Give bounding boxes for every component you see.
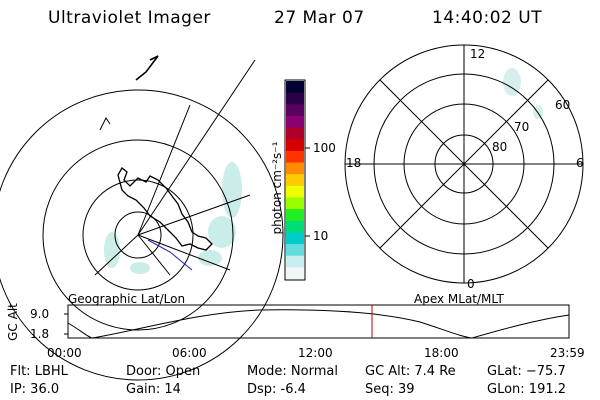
colorbar-band [286, 244, 304, 257]
status-gc-alt: GC Alt: 7.4 Re [365, 364, 456, 379]
x-tick-0600: 06:00 [172, 346, 207, 360]
lat-label-70: 70 [514, 120, 530, 134]
mlt-label-0: 0 [467, 277, 475, 291]
colorbar-band [286, 220, 304, 233]
x-tick-1200: 12:00 [298, 346, 333, 360]
mlt-label-6: 6 [576, 156, 584, 170]
colorbar-band [286, 174, 304, 187]
colorbar-band [286, 232, 304, 245]
status-dsp: Dsp: -6.4 [247, 382, 306, 397]
x-tick-2359: 23:59 [550, 346, 585, 360]
status-door: Door: Open [126, 364, 201, 379]
y-tick-9: 9.0 [30, 307, 50, 321]
x-tick-1800: 18:00 [424, 346, 459, 360]
colorbar [284, 79, 310, 281]
timeline-y-label: GC Alt [6, 303, 20, 341]
altitude-curve [67, 309, 570, 339]
colorbar-band [286, 209, 304, 222]
colorbar-band [286, 255, 304, 268]
mlt-label-18: 18 [346, 156, 362, 170]
colorbar-tick-100: 100 [313, 141, 336, 155]
instrument-title: Ultraviolet Imager [48, 8, 211, 28]
colorbar-band [286, 92, 304, 105]
colorbar-band [286, 150, 304, 164]
status-flt: Flt: LBHL [10, 364, 68, 379]
lat-label-80: 80 [492, 140, 508, 154]
colorbar-band [286, 127, 304, 140]
status-gain: Gain: 14 [126, 382, 181, 397]
lat-label-60: 60 [555, 98, 571, 112]
date-label: 27 Mar 07 [274, 8, 365, 28]
status-seq: Seq: 39 [365, 382, 415, 397]
colorbar-tick-10: 10 [313, 229, 329, 243]
geographic-map [0, 55, 284, 381]
colorbar-unit-label: photon cm⁻²s⁻¹ [270, 141, 284, 235]
status-ip: IP: 36.0 [10, 382, 60, 397]
timeline-right-caption: Apex MLat/MLT [414, 292, 504, 306]
status-mode: Mode: Normal [247, 364, 338, 379]
time-label: 14:40:02 UT [432, 8, 543, 28]
colorbar-band [286, 139, 304, 152]
colorbar-band [286, 115, 304, 129]
colorbar-band [286, 185, 304, 198]
y-tick-1-8: 1.8 [30, 327, 50, 341]
mlt-label-12: 12 [470, 47, 486, 61]
timeline-left-caption: Geographic Lat/Lon [68, 292, 186, 306]
colorbar-band [286, 162, 304, 175]
aurora-emission [104, 162, 242, 274]
x-tick-0000: 00:00 [47, 346, 82, 360]
polar-grid [344, 44, 584, 284]
colorbar-band [286, 197, 304, 210]
status-glat: GLat: −75.7 [487, 364, 566, 379]
altitude-timeline [64, 304, 570, 339]
colorbar-band [286, 267, 304, 280]
status-glon: GLon: 191.2 [487, 382, 567, 397]
colorbar-band [286, 81, 304, 94]
colorbar-band [286, 104, 304, 117]
coastline [117, 167, 213, 251]
